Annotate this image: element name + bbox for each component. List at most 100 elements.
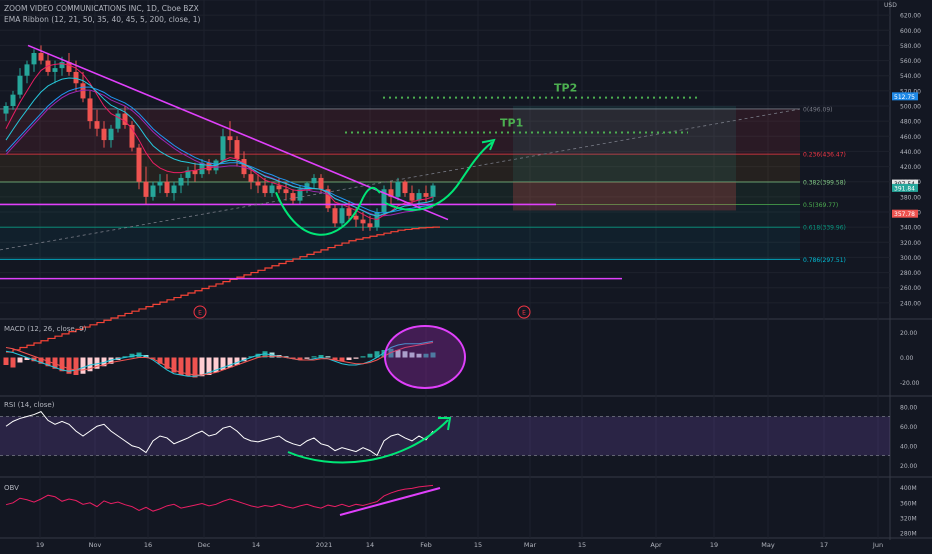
long-position-target-box — [513, 106, 736, 183]
candle-body — [325, 189, 331, 209]
candle-body — [220, 136, 226, 161]
time-axis-label: 14 — [252, 541, 260, 549]
candle-body — [108, 128, 114, 141]
macd-histogram-bar — [430, 352, 436, 358]
earnings-marker — [517, 305, 531, 319]
time-axis-label: Nov — [89, 541, 102, 549]
candle-body — [290, 193, 296, 201]
axis-tick-label: 380.00 — [900, 194, 921, 201]
candle-body — [423, 193, 429, 197]
macd-histogram-bar — [353, 357, 359, 359]
candle-body — [129, 124, 135, 148]
time-axis-label: Mar — [524, 541, 537, 549]
fib-level-label: 0.236(436.47) — [803, 152, 846, 159]
macd-histogram-bar — [178, 357, 184, 375]
obv-legend: OBV — [4, 484, 19, 492]
fib-band — [0, 227, 800, 260]
breakout-arrow-curve — [384, 141, 493, 211]
axis-tick-label: 320.00 — [900, 240, 921, 247]
macd-histogram-bar — [199, 357, 205, 377]
candle-body — [38, 53, 44, 61]
candle-body — [24, 64, 30, 76]
macd-histogram-bar — [10, 357, 16, 368]
axis-tick-label: 20.00 — [900, 463, 917, 470]
axis-tick-label: 260.00 — [900, 285, 921, 292]
axis-tick-label: -20.00 — [900, 380, 920, 387]
candle-body — [101, 128, 107, 141]
candle-body — [283, 189, 289, 194]
fibonacci-retracement[interactable]: 0(496.09) 0.236(436.47) 0.382(399.58) 0.5(3… — [0, 106, 846, 264]
macd-histogram-bar — [24, 357, 30, 360]
candle-body — [297, 189, 303, 201]
axis-tick-label: 280.00 — [900, 270, 921, 277]
macd-histogram-bar — [248, 356, 254, 358]
macd-histogram-bar — [101, 357, 107, 367]
axis-tick-label: 480.00 — [900, 119, 921, 126]
price-tag-label: 357.78 — [894, 211, 915, 218]
axis-tick-label: 500.00 — [900, 104, 921, 111]
ema-ribbon — [5, 63, 440, 353]
macd-histogram-bar — [164, 357, 170, 369]
obv-trendline — [339, 487, 441, 516]
candle-body — [262, 185, 268, 194]
macd-histogram-bar — [122, 356, 128, 358]
axis-tick-label: 580.00 — [900, 43, 921, 50]
macd-histogram-bar — [59, 357, 65, 372]
rsi-panel — [0, 411, 890, 464]
candle-body — [164, 181, 170, 194]
candle-body — [402, 181, 408, 194]
ema-200-line — [6, 226, 440, 353]
time-axis-label: Jun — [872, 541, 883, 549]
time-axis-label: May — [761, 541, 775, 549]
candle-body — [353, 215, 359, 220]
price-tag-box — [892, 183, 918, 192]
candle-body — [31, 53, 37, 65]
fib-band — [0, 204, 800, 228]
candle-body — [66, 62, 72, 72]
candle-body — [157, 181, 163, 186]
macd-histogram-bar — [220, 357, 226, 370]
macd-histogram-bar — [297, 357, 303, 360]
candle-body — [395, 181, 401, 197]
macd-histogram-bar — [52, 357, 58, 369]
time-axis-label: 16 — [144, 541, 152, 549]
macd-histogram-bar — [367, 353, 373, 358]
macd-histogram-bar — [227, 357, 233, 368]
user-drawings[interactable]: TP1 TP2 E E — [0, 44, 801, 319]
macd-histogram-bar — [73, 357, 79, 375]
macd-histogram-bar — [311, 356, 317, 358]
time-axis-label: 17 — [820, 541, 828, 549]
candle-body — [192, 170, 198, 175]
macd-histogram-bar — [66, 357, 72, 374]
currency-label: USD — [884, 2, 897, 9]
macd-histogram-bar — [325, 356, 331, 358]
breakout-arrow-head — [481, 138, 496, 151]
macd-legend: MACD (12, 26, close, 9) — [4, 325, 87, 333]
macd-histogram-bar — [87, 357, 93, 372]
candle-body — [52, 68, 58, 72]
candle-body — [87, 98, 93, 122]
macd-histogram-bar — [262, 351, 268, 358]
macd-histogram-bar — [283, 356, 289, 358]
time-axis-label: 19 — [710, 541, 718, 549]
candle-body — [234, 140, 240, 159]
axis-tick-label: 340.00 — [900, 225, 921, 232]
candle-body — [59, 62, 65, 69]
time-axis: 19 Nov 16 Dec 14 2021 14 Feb 15 Mar 15 Apr 19 May 17 Ju… — [36, 541, 883, 549]
candle-body — [360, 219, 366, 224]
macd-histogram-bar — [80, 357, 86, 374]
candle-body — [255, 181, 261, 186]
macd-histogram-bar — [339, 357, 345, 362]
macd-histogram-bar — [360, 356, 366, 358]
macd-histogram-bar — [234, 357, 240, 365]
axis-tick-label: 620.00 — [900, 13, 921, 20]
axis-tick-label: 0.00 — [900, 355, 914, 362]
macd-histogram-bar — [423, 353, 429, 358]
macd-histogram-bar — [395, 350, 401, 358]
macd-histogram-bar — [150, 357, 156, 359]
macd-histogram-bar — [416, 353, 422, 358]
time-axis-label: 14 — [366, 541, 374, 549]
axis-tick-label: 60.00 — [900, 424, 917, 431]
candle-body — [10, 94, 16, 106]
